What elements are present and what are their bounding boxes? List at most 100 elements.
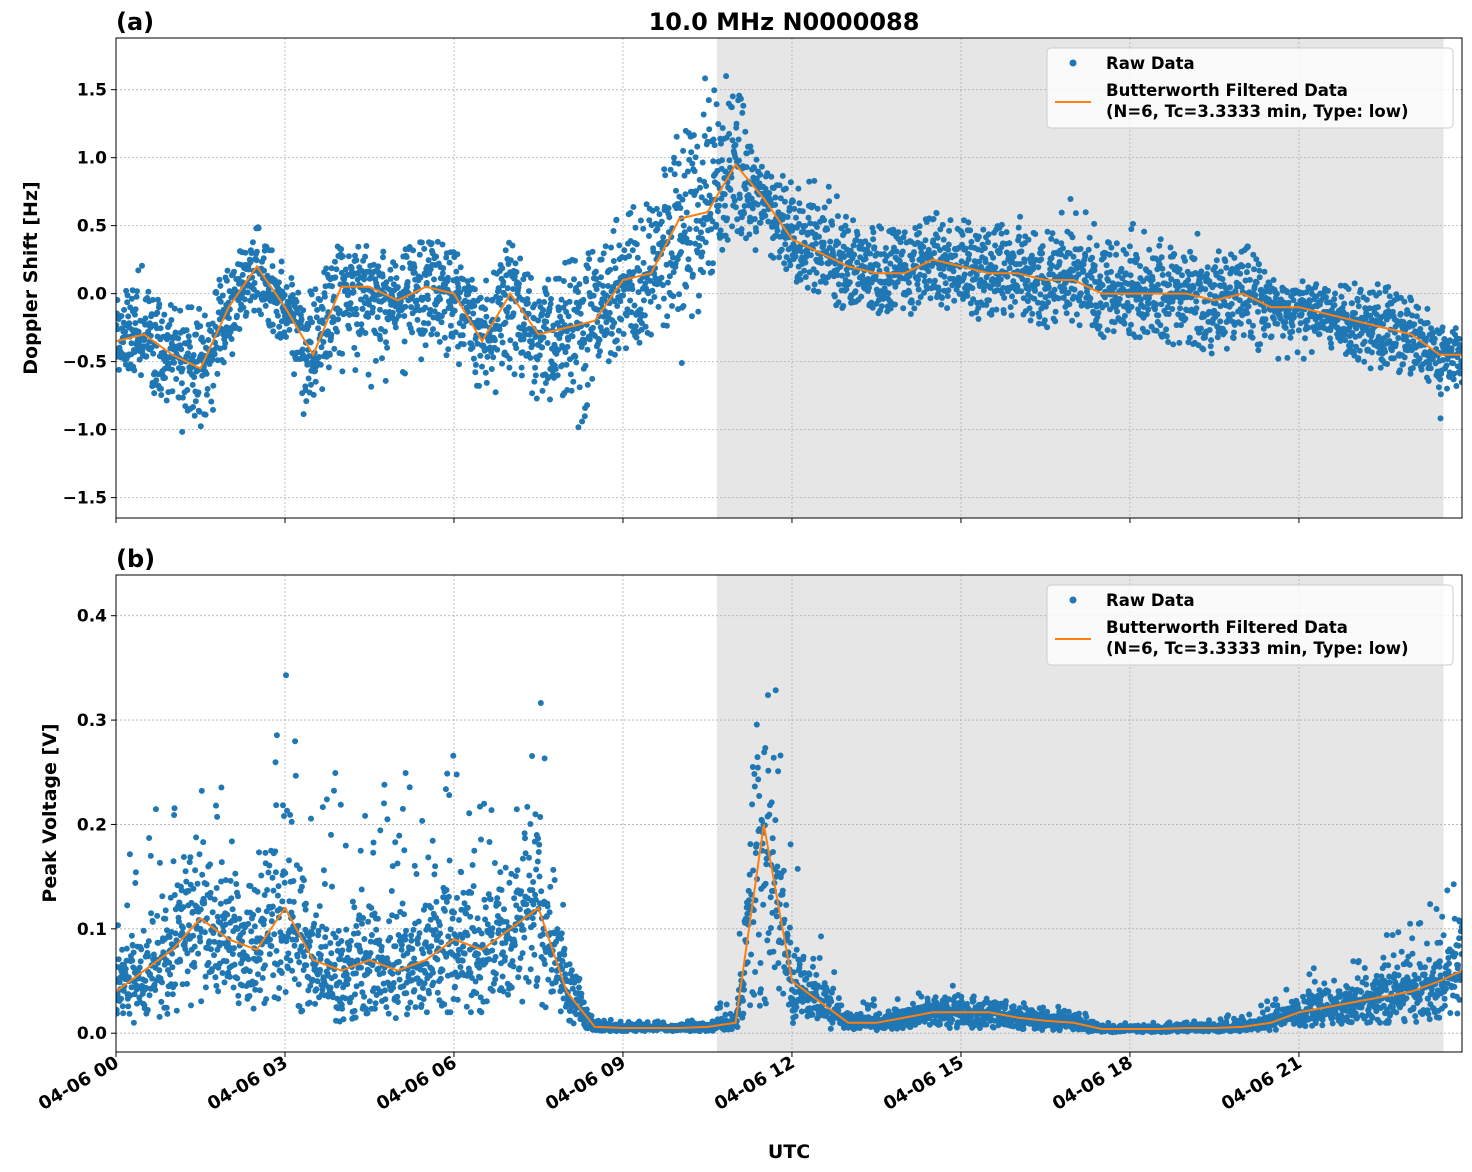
raw-data-point <box>729 223 736 230</box>
raw-data-point <box>150 350 157 357</box>
raw-data-point <box>224 911 231 918</box>
raw-data-point <box>1392 340 1399 347</box>
raw-data-point <box>132 320 139 327</box>
raw-data-point <box>445 346 452 353</box>
raw-data-point <box>805 214 812 221</box>
raw-data-point <box>1088 302 1095 309</box>
raw-data-point <box>1395 335 1402 341</box>
raw-data-point <box>512 260 519 267</box>
raw-data-point <box>869 304 876 311</box>
raw-data-point <box>1169 306 1176 312</box>
raw-data-point <box>124 902 131 909</box>
raw-data-point <box>253 248 260 255</box>
raw-data-point <box>206 938 213 945</box>
raw-data-point <box>811 281 818 288</box>
raw-data-point <box>1416 355 1423 362</box>
raw-data-point <box>1010 278 1017 285</box>
raw-data-point <box>135 267 142 274</box>
raw-data-point <box>1352 310 1358 317</box>
raw-data-point <box>126 1010 133 1017</box>
raw-data-point <box>323 265 330 272</box>
raw-data-point <box>1106 251 1113 258</box>
raw-data-point <box>933 210 940 217</box>
raw-data-point <box>363 243 370 249</box>
raw-data-point <box>859 273 866 279</box>
raw-data-point <box>718 140 724 147</box>
raw-data-point <box>392 943 399 950</box>
raw-data-point <box>1118 265 1125 272</box>
raw-data-point <box>1362 305 1369 312</box>
raw-data-point <box>825 183 832 190</box>
raw-data-point <box>299 1007 306 1014</box>
raw-data-point <box>611 298 618 305</box>
y-tick-label: 0.0 <box>77 1024 107 1044</box>
raw-data-point <box>220 928 227 935</box>
raw-data-point <box>276 323 283 330</box>
raw-data-point <box>173 1007 180 1014</box>
raw-data-point <box>930 237 937 244</box>
raw-data-point <box>420 950 427 957</box>
raw-data-point <box>472 369 479 376</box>
raw-data-point <box>390 980 397 986</box>
raw-data-point <box>1341 331 1348 338</box>
raw-data-point <box>124 299 131 306</box>
raw-data-point <box>201 312 208 319</box>
raw-data-point <box>202 411 209 418</box>
raw-data-point <box>564 343 571 350</box>
raw-data-point <box>1143 311 1150 318</box>
raw-data-point <box>460 323 467 330</box>
raw-data-point <box>594 306 601 313</box>
raw-data-point <box>262 849 269 856</box>
raw-data-point <box>250 1005 257 1012</box>
raw-data-point <box>322 943 329 950</box>
raw-data-point <box>1105 277 1112 284</box>
raw-data-point <box>1124 299 1131 306</box>
raw-data-point <box>145 938 152 945</box>
raw-data-point <box>421 245 428 252</box>
raw-data-point <box>662 172 669 179</box>
raw-data-point <box>1193 305 1200 312</box>
raw-data-point <box>351 344 358 351</box>
y-tick-label: 0.5 <box>77 217 107 237</box>
raw-data-point <box>409 969 416 976</box>
raw-data-point <box>611 351 618 358</box>
raw-data-point <box>370 839 377 846</box>
raw-data-point <box>623 345 629 352</box>
raw-data-point <box>827 238 834 245</box>
raw-data-point <box>402 303 409 310</box>
raw-data-point <box>1114 308 1121 315</box>
raw-data-point <box>527 354 534 361</box>
raw-data-point <box>702 239 709 246</box>
raw-data-point <box>726 130 733 137</box>
raw-data-point <box>717 227 724 234</box>
raw-data-point <box>1400 361 1406 368</box>
raw-data-point <box>252 986 259 993</box>
raw-data-point <box>347 300 354 307</box>
raw-data-point <box>584 346 591 353</box>
raw-data-point <box>747 143 754 150</box>
raw-data-point <box>419 985 426 991</box>
raw-data-point <box>217 282 224 289</box>
raw-data-point <box>868 299 875 306</box>
raw-data-point <box>758 163 765 170</box>
raw-data-point <box>557 313 564 320</box>
raw-data-point <box>498 332 504 339</box>
raw-data-point <box>700 221 707 228</box>
raw-data-point <box>162 374 168 381</box>
raw-data-point <box>835 281 842 288</box>
raw-data-point <box>754 201 761 208</box>
raw-data-point <box>167 302 174 308</box>
raw-data-point <box>261 267 267 274</box>
raw-data-point <box>379 355 385 362</box>
raw-data-point <box>483 277 490 284</box>
raw-data-point <box>975 305 982 312</box>
raw-data-point <box>317 297 324 303</box>
raw-data-point <box>620 292 626 299</box>
raw-data-point <box>214 813 221 820</box>
raw-data-point <box>1076 297 1083 304</box>
raw-data-point <box>229 351 236 358</box>
raw-data-point <box>245 920 252 927</box>
raw-data-point <box>1328 340 1334 347</box>
raw-data-point <box>203 881 210 888</box>
